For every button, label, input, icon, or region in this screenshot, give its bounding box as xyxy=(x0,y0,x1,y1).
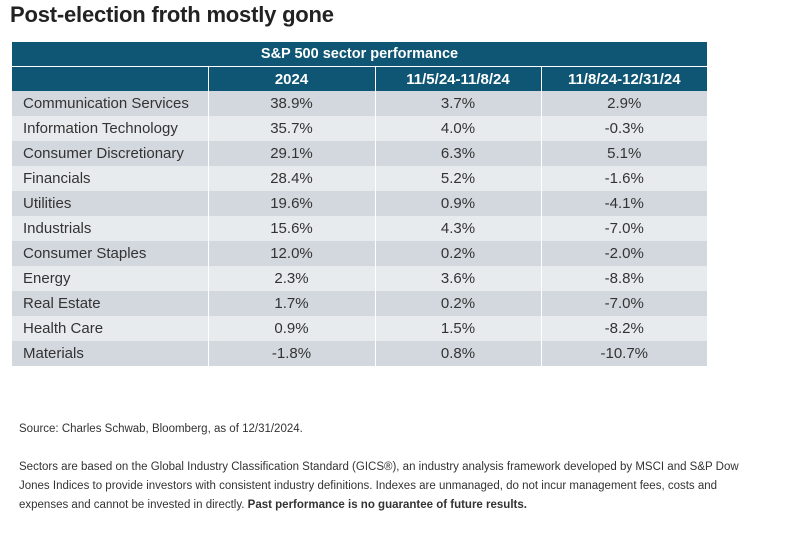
sector-name-cell: Communication Services xyxy=(12,91,208,116)
column-header: 11/5/24-11/8/24 xyxy=(374,66,541,91)
table-row: Real Estate 1.7% 0.2% -7.0% xyxy=(12,291,707,316)
table-row: Consumer Staples 12.0% 0.2% -2.0% xyxy=(12,241,707,266)
table-row: Information Technology 35.7% 4.0% -0.3% xyxy=(12,116,707,141)
sector-name-cell: Consumer Staples xyxy=(12,241,208,266)
table-row: Utilities 19.6% 0.9% -4.1% xyxy=(12,191,707,216)
page-title: Post-election froth mostly gone xyxy=(10,2,334,27)
sector-name-cell: Energy xyxy=(12,266,208,291)
table-row: Consumer Discretionary 29.1% 6.3% 5.1% xyxy=(12,141,707,166)
sector-name-cell: Materials xyxy=(12,341,208,366)
value-cell: 15.6% xyxy=(207,216,375,241)
value-cell: -10.7% xyxy=(540,341,707,366)
table-row: Health Care 0.9% 1.5% -8.2% xyxy=(12,316,707,341)
table-header-row: 2024 11/5/24-11/8/24 11/8/24-12/31/24 xyxy=(12,66,707,91)
value-cell: -2.0% xyxy=(540,241,707,266)
disclaimer-note: Sectors are based on the Global Industry… xyxy=(19,458,769,515)
table-row: Energy 2.3% 3.6% -8.8% xyxy=(12,266,707,291)
value-cell: 2.9% xyxy=(540,91,707,116)
value-cell: 0.9% xyxy=(374,191,541,216)
value-cell: 5.1% xyxy=(540,141,707,166)
table-row: Communication Services 38.9% 3.7% 2.9% xyxy=(12,91,707,116)
value-cell: -8.2% xyxy=(540,316,707,341)
value-cell: 2.3% xyxy=(207,266,375,291)
value-cell: -7.0% xyxy=(540,216,707,241)
value-cell: -8.8% xyxy=(540,266,707,291)
value-cell: 3.7% xyxy=(374,91,541,116)
sector-name-cell: Health Care xyxy=(12,316,208,341)
column-header: 2024 xyxy=(207,66,375,91)
sector-name-cell: Industrials xyxy=(12,216,208,241)
sector-performance-table-container: S&P 500 sector performance 2024 11/5/24-1… xyxy=(12,42,707,366)
value-cell: -1.6% xyxy=(540,166,707,191)
disclaimer-text: Sectors are based on the Global Industry… xyxy=(19,461,739,511)
value-cell: 19.6% xyxy=(207,191,375,216)
sector-name-cell: Consumer Discretionary xyxy=(12,141,208,166)
value-cell: -4.1% xyxy=(540,191,707,216)
sector-name-cell: Real Estate xyxy=(12,291,208,316)
value-cell: 35.7% xyxy=(207,116,375,141)
column-header xyxy=(12,66,208,91)
value-cell: 12.0% xyxy=(207,241,375,266)
value-cell: 0.2% xyxy=(374,241,541,266)
value-cell: 3.6% xyxy=(374,266,541,291)
table-caption: S&P 500 sector performance xyxy=(12,42,707,67)
value-cell: 38.9% xyxy=(207,91,375,116)
sector-performance-table: S&P 500 sector performance 2024 11/5/24-1… xyxy=(12,42,707,366)
value-cell: -0.3% xyxy=(540,116,707,141)
table-caption-row: S&P 500 sector performance xyxy=(12,42,707,67)
value-cell: 6.3% xyxy=(374,141,541,166)
value-cell: -1.8% xyxy=(207,341,375,366)
sector-name-cell: Financials xyxy=(12,166,208,191)
value-cell: 5.2% xyxy=(374,166,541,191)
table-body: Communication Services 38.9% 3.7% 2.9% Infor… xyxy=(12,91,707,366)
table-row: Industrials 15.6% 4.3% -7.0% xyxy=(12,216,707,241)
disclaimer-bold: Past performance is no guarantee of futu… xyxy=(247,499,527,511)
value-cell: 4.3% xyxy=(374,216,541,241)
value-cell: -7.0% xyxy=(540,291,707,316)
sector-name-cell: Utilities xyxy=(12,191,208,216)
value-cell: 1.7% xyxy=(207,291,375,316)
value-cell: 28.4% xyxy=(207,166,375,191)
source-note: Source: Charles Schwab, Bloomberg, as of… xyxy=(19,423,303,435)
value-cell: 0.8% xyxy=(374,341,541,366)
sector-name-cell: Information Technology xyxy=(12,116,208,141)
value-cell: 4.0% xyxy=(374,116,541,141)
table-row: Materials -1.8% 0.8% -10.7% xyxy=(12,341,707,366)
value-cell: 0.9% xyxy=(207,316,375,341)
column-header: 11/8/24-12/31/24 xyxy=(540,66,707,91)
value-cell: 0.2% xyxy=(374,291,541,316)
value-cell: 1.5% xyxy=(374,316,541,341)
value-cell: 29.1% xyxy=(207,141,375,166)
table-row: Financials 28.4% 5.2% -1.6% xyxy=(12,166,707,191)
